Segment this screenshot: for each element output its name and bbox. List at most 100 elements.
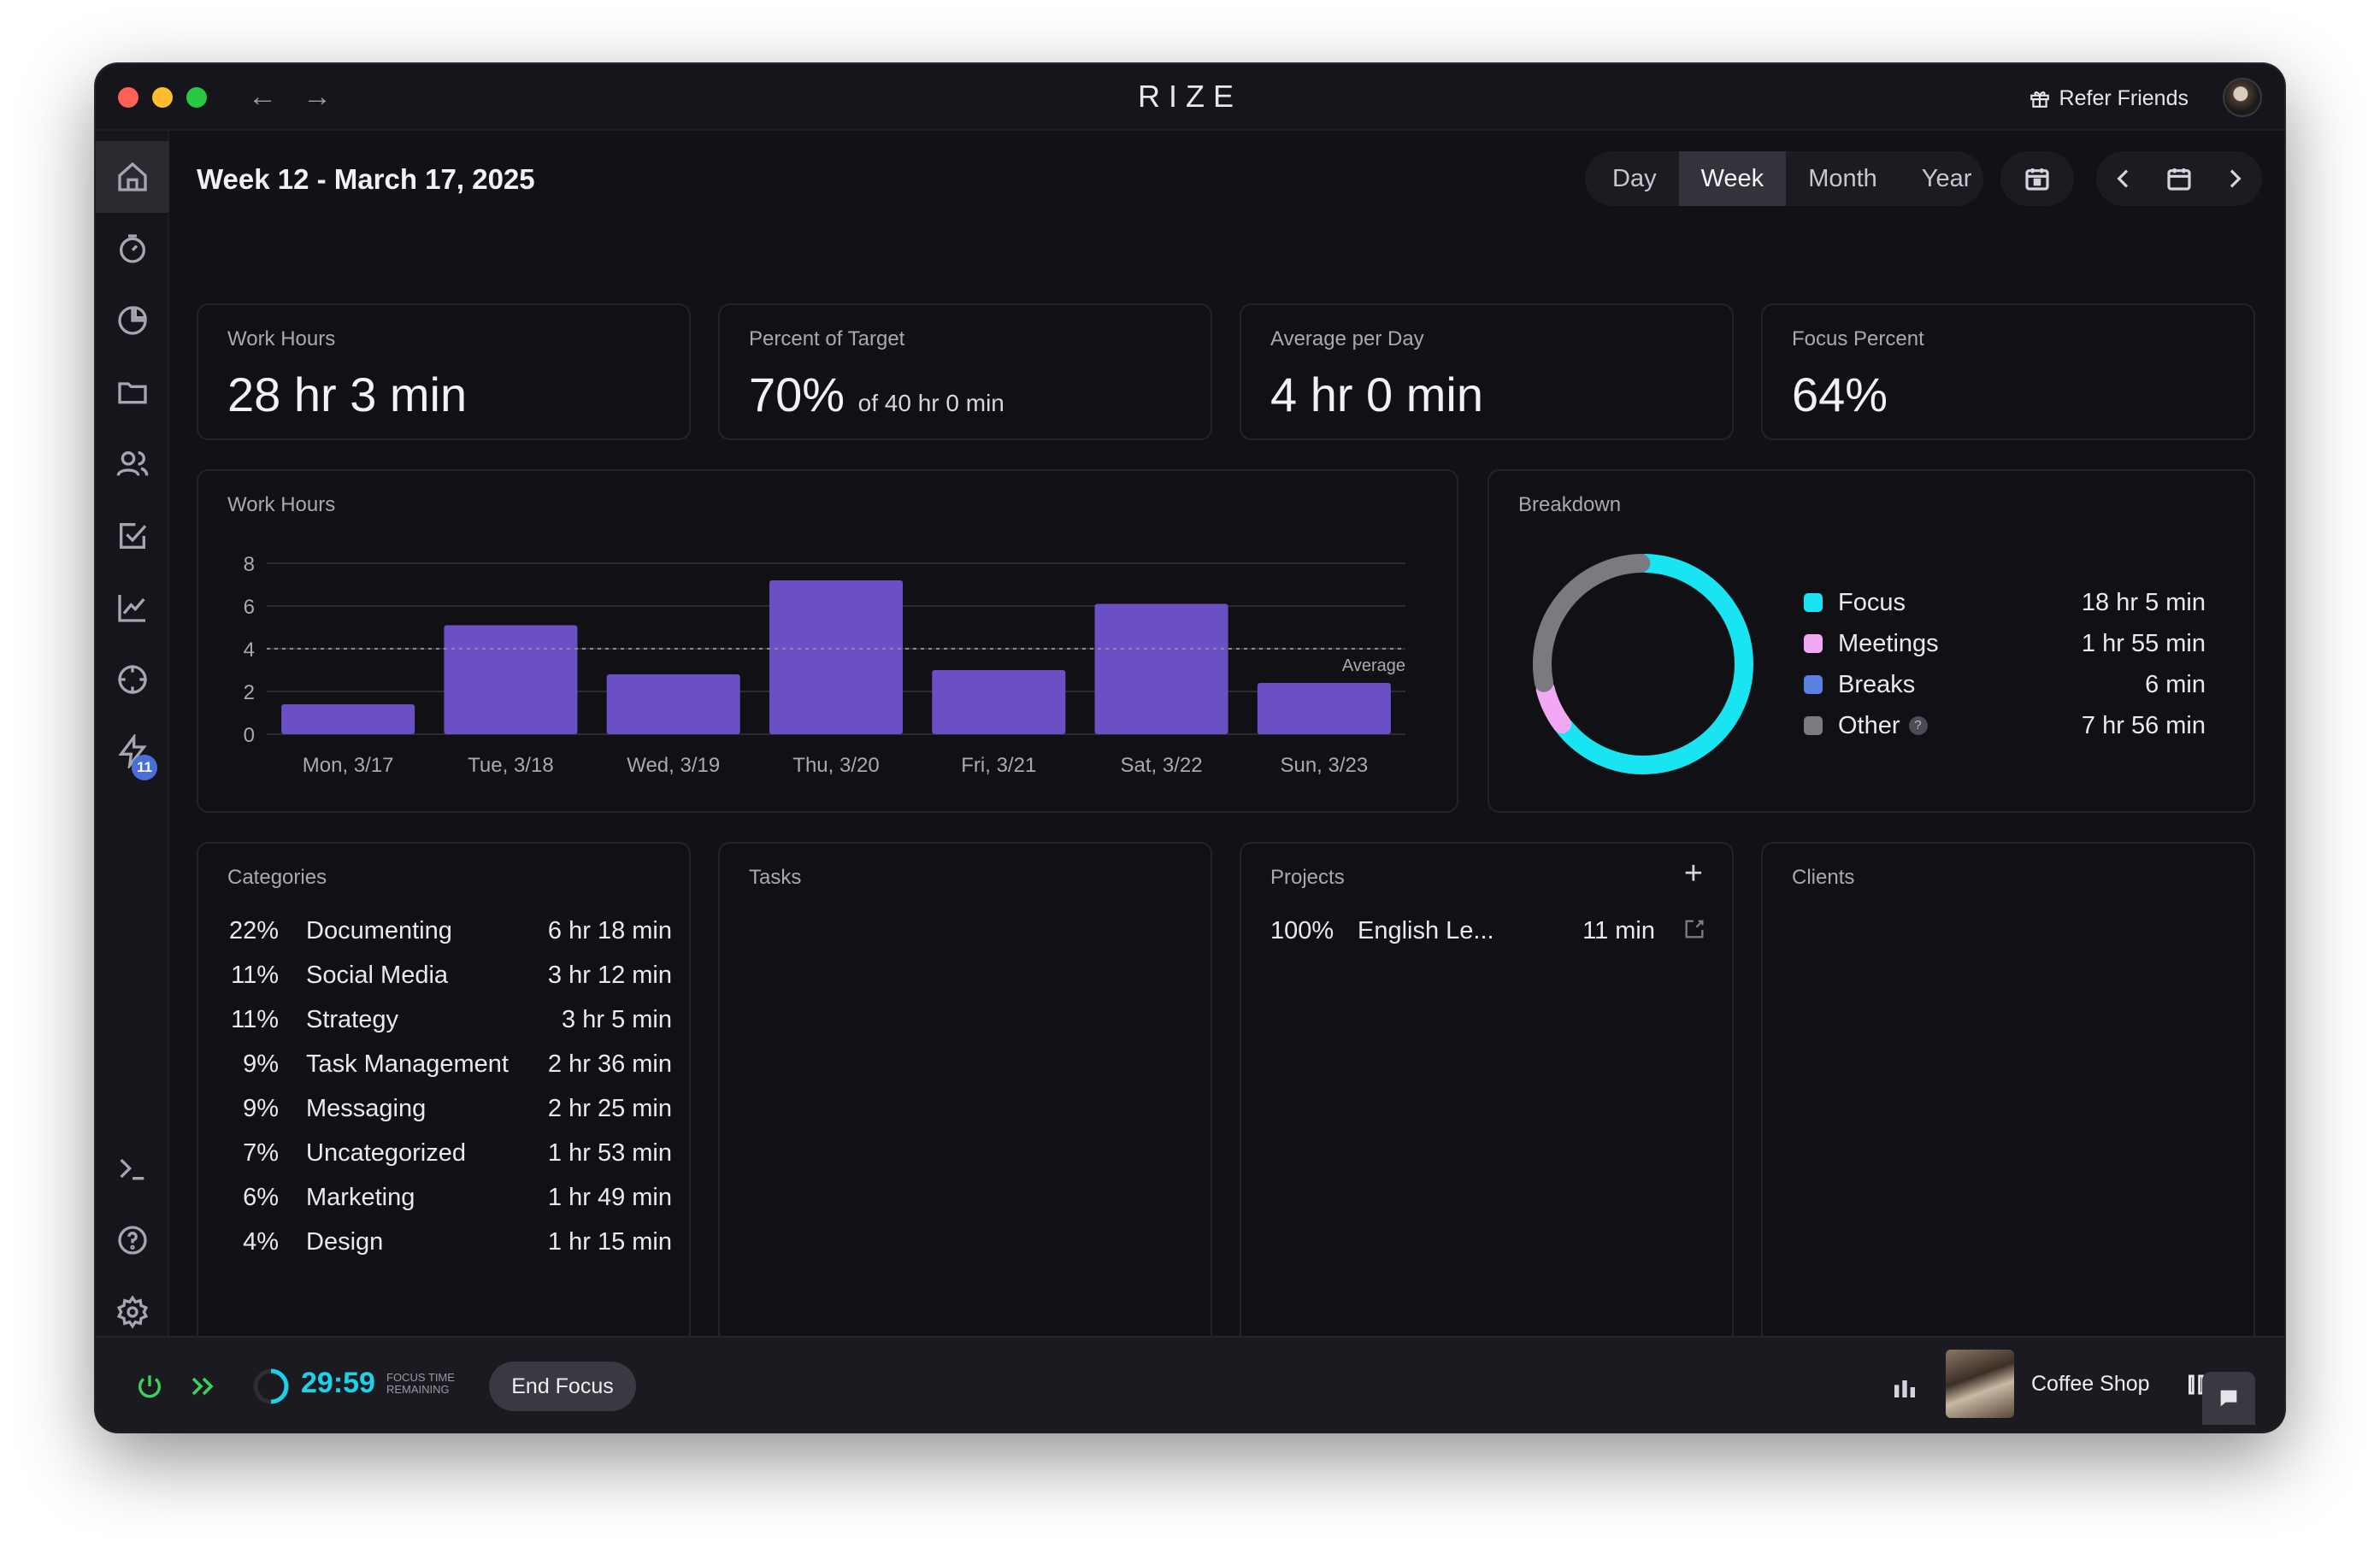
x-tick-label: Sun, 3/23	[1280, 754, 1368, 777]
category-row[interactable]: 4% Design 1 hr 15 min	[227, 1221, 672, 1266]
range-selector: Day Week Month Year	[1585, 151, 1983, 206]
category-time: 1 hr 49 min	[547, 1184, 672, 1211]
x-tick-label: Tue, 3/18	[468, 754, 554, 777]
sound-thumbnail	[1946, 1350, 2014, 1418]
legend-label: Breaks	[1838, 670, 1916, 698]
legend-label: Focus	[1838, 588, 1906, 616]
category-row[interactable]: 6% Marketing 1 hr 49 min	[227, 1177, 672, 1221]
category-row[interactable]: 7% Uncategorized 1 hr 53 min	[227, 1132, 672, 1177]
work-hours-chart-card: Work Hours 0 2 4 6 8 Mon, 3/17 Tue, 3/18 Wed, 3…	[197, 469, 1458, 813]
sidebar-item-home[interactable]	[96, 141, 169, 213]
sidebar-item-clients[interactable]	[96, 428, 169, 500]
chat-button[interactable]	[2202, 1372, 2255, 1425]
category-pct: 9%	[243, 1095, 279, 1122]
page-title: Week 12 - March 17, 2025	[197, 163, 535, 195]
stat-label: Work Hours	[227, 327, 336, 350]
sound-name: Coffee Shop	[2031, 1372, 2150, 1396]
maximize-window-button[interactable]	[186, 87, 207, 108]
sidebar-item-help[interactable]	[96, 1204, 169, 1276]
category-row[interactable]: 9% Messaging 2 hr 25 min	[227, 1088, 672, 1132]
edit-icon[interactable]	[1682, 917, 1706, 941]
clients-title: Clients	[1792, 866, 1855, 889]
skip-forward-icon[interactable]	[188, 1371, 219, 1402]
timer-icon	[120, 234, 145, 263]
chevron-left-icon[interactable]	[2110, 165, 2137, 192]
sidebar-item-timer[interactable]	[96, 213, 169, 285]
chevron-right-icon[interactable]	[2221, 165, 2248, 192]
category-name: Design	[306, 1228, 384, 1256]
category-row[interactable]: 11% Social Media 3 hr 12 min	[227, 955, 672, 999]
categories-card: Categories 22% Documenting 6 hr 18 min 11% S…	[197, 842, 691, 1374]
projects-card: Projects + 100% English Le... 11 min	[1240, 842, 1734, 1374]
category-time: 1 hr 53 min	[547, 1139, 672, 1167]
close-window-button[interactable]	[118, 87, 138, 108]
category-name: Uncategorized	[306, 1139, 466, 1167]
end-focus-button[interactable]: End Focus	[489, 1362, 636, 1411]
projects-title: Projects	[1270, 866, 1345, 889]
tasks-title: Tasks	[749, 866, 802, 889]
category-name: Strategy	[306, 1006, 398, 1033]
x-tick-label: Wed, 3/19	[627, 754, 720, 777]
avatar[interactable]	[2223, 78, 2262, 117]
stat-card-percent-target: Percent of Target 70% of 40 hr 0 min	[718, 303, 1212, 440]
category-name: Social Media	[306, 962, 449, 989]
categories-title: Categories	[227, 866, 327, 889]
y-tick-label: 0	[244, 724, 255, 747]
add-project-button[interactable]: +	[1683, 856, 1703, 891]
project-time: 11 min	[1582, 917, 1655, 944]
title-bar: ← → RIZE Refer Friends	[96, 64, 2284, 131]
legend-item-breaks: Breaks 6 min	[1804, 664, 2206, 705]
range-week-tab[interactable]: Week	[1678, 151, 1787, 206]
sidebar-item-goals[interactable]	[96, 644, 169, 715]
refer-friends-button[interactable]: Refer Friends	[2029, 83, 2189, 114]
stat-card-work-hours: Work Hours 28 hr 3 min	[197, 303, 691, 440]
range-month-tab[interactable]: Month	[1808, 165, 1877, 192]
legend-swatch	[1804, 675, 1823, 694]
calendar-icon[interactable]	[2165, 165, 2193, 192]
legend-swatch	[1804, 593, 1823, 612]
category-pct: 6%	[243, 1184, 279, 1211]
main-content: Week 12 - March 17, 2025 Day Week Month …	[169, 131, 2284, 1374]
legend-swatch	[1804, 634, 1823, 653]
x-tick-label: Fri, 3/21	[961, 754, 1036, 777]
sidebar-item-settings[interactable]	[96, 1276, 169, 1348]
category-time: 3 hr 12 min	[547, 962, 672, 989]
stat-value-group: 70% of 40 hr 0 min	[749, 367, 1004, 422]
notification-badge: 11	[132, 755, 157, 780]
bar	[444, 625, 578, 734]
x-tick-label: Thu, 3/20	[792, 754, 879, 777]
sidebar-item-breakdown[interactable]	[96, 285, 169, 356]
sidebar-item-automations[interactable]: 11	[96, 715, 169, 787]
category-row[interactable]: 11% Strategy 3 hr 5 min	[227, 999, 672, 1044]
sidebar-item-trends[interactable]	[96, 572, 169, 644]
sidebar-item-tasks[interactable]	[96, 500, 169, 572]
today-button[interactable]	[2000, 151, 2074, 206]
help-icon[interactable]: ?	[1908, 716, 1928, 735]
stat-value: 64%	[1792, 368, 1888, 421]
range-day-tab[interactable]: Day	[1612, 165, 1657, 192]
target-icon	[118, 665, 147, 694]
donut-segment	[1555, 554, 1753, 774]
donut-segment	[1535, 679, 1572, 734]
sidebar-item-terminal[interactable]	[96, 1132, 169, 1204]
back-arrow-icon[interactable]: ←	[248, 80, 277, 113]
sidebar-item-projects[interactable]	[96, 356, 169, 428]
power-icon[interactable]	[135, 1372, 164, 1401]
breakdown-donut	[1533, 554, 1753, 774]
legend-item-meetings: Meetings 1 hr 55 min	[1804, 623, 2206, 664]
lightning-icon	[118, 734, 147, 768]
equalizer-icon[interactable]	[1891, 1374, 1918, 1401]
users-icon	[116, 451, 149, 476]
minimize-window-button[interactable]	[152, 87, 173, 108]
folder-icon	[118, 382, 147, 404]
range-year-tab[interactable]: Year	[1921, 165, 1972, 192]
focus-bar: 29:59 FOCUS TIME REMAINING End Focus Cof…	[96, 1336, 2284, 1432]
focus-timer: 29:59	[301, 1367, 375, 1399]
category-name: Messaging	[306, 1095, 427, 1122]
forward-arrow-icon[interactable]: →	[303, 80, 332, 113]
focus-progress-ring	[253, 1368, 289, 1404]
category-row[interactable]: 9% Task Management 2 hr 36 min	[227, 1044, 672, 1088]
bar	[1094, 603, 1228, 734]
pie-chart-icon	[118, 306, 147, 335]
category-row[interactable]: 22% Documenting 6 hr 18 min	[227, 910, 672, 955]
